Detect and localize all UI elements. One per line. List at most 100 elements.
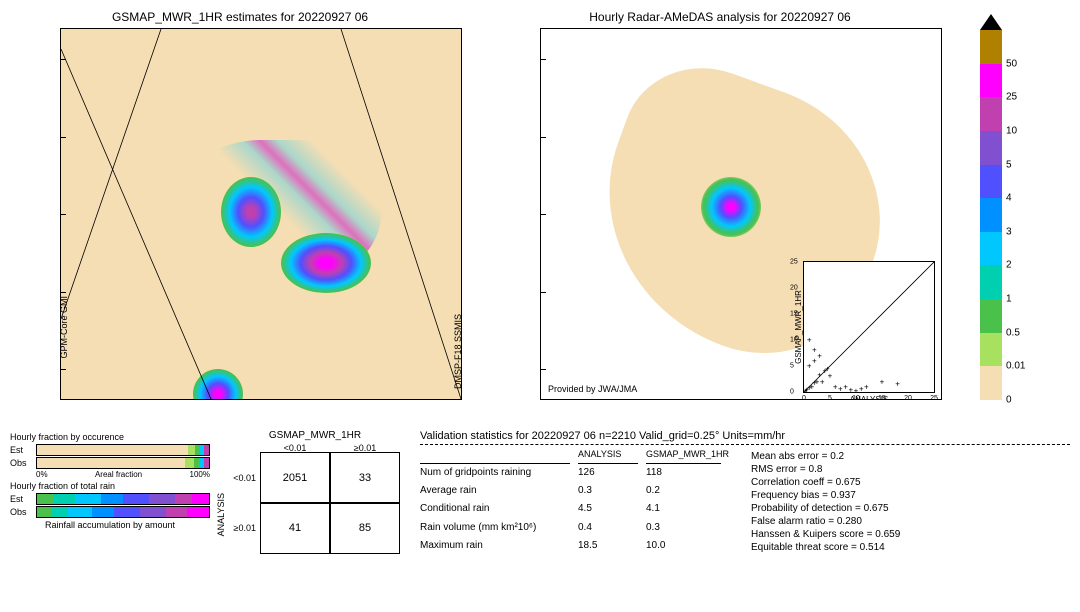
fraction-footer: Rainfall accumulation by amount	[10, 520, 210, 530]
gsmap-panel: GSMAP_MWR_1HR estimates for 20220927 06 …	[10, 10, 470, 420]
contingency-cell: 41	[260, 502, 330, 554]
colorbar-tick: 25	[1006, 92, 1017, 103]
colorbar-segment	[980, 366, 1002, 400]
stats-row-label: Maximum rain	[420, 540, 570, 555]
stats-table: ANALYSIS GSMAP_MWR_1HR Num of gridpoints r…	[420, 449, 721, 555]
fraction-segment	[37, 507, 51, 517]
scatter-xtick: 5	[828, 395, 832, 400]
fraction-segment	[37, 445, 188, 455]
scatter-xtick: 20	[904, 395, 912, 400]
stats-header: GSMAP_MWR_1HR	[646, 449, 721, 464]
stats-value: 126	[578, 467, 638, 482]
scatter-point: +	[880, 377, 885, 386]
scatter-xtick: 0	[802, 395, 806, 400]
fraction-row-label: Est	[10, 445, 36, 455]
stats-score: False alarm ratio = 0.280	[751, 516, 900, 527]
scatter-ytick: 25	[790, 259, 798, 266]
swath-lines	[61, 29, 461, 399]
fraction-segment	[51, 507, 68, 517]
scatter-ytick: 10	[790, 337, 798, 344]
fraction-segment	[204, 445, 209, 455]
colorbar-tick: 4	[1006, 193, 1012, 204]
fraction-segment	[114, 507, 140, 517]
scatter-xtick: 25	[930, 395, 938, 400]
fraction-segment	[204, 458, 209, 468]
contingency-cell: 2051	[260, 452, 330, 504]
colorbar-segment	[980, 64, 1002, 98]
stats-value: 18.5	[578, 540, 638, 555]
scatter-ylabel: GSMAP_MWR_1HR	[794, 290, 803, 364]
colorbar-segment	[980, 165, 1002, 199]
scatter-point: +	[833, 382, 838, 391]
totalrain-bars: EstObs	[10, 493, 210, 518]
scatter-point: +	[864, 382, 869, 391]
stats-scores: Mean abs error = 0.2 RMS error = 0.8 Corre…	[751, 449, 900, 555]
stats-score: Probability of detection = 0.675	[751, 503, 900, 514]
stats-score: Frequency bias = 0.937	[751, 490, 900, 501]
scatter-ytick: 5	[790, 363, 794, 370]
radar-map: Provided by JWA/JMA GSMAP_MWR_1HR ANALYS…	[540, 28, 942, 400]
scatter-point: +	[828, 372, 833, 381]
fraction-segment	[37, 494, 54, 504]
fraction-axis: 0% Areal fraction 100%	[10, 470, 210, 479]
radar-panel: Hourly Radar-AMeDAS analysis for 2022092…	[490, 10, 950, 420]
colorbar-tick: 3	[1006, 226, 1012, 237]
row-header: <0.01	[230, 473, 260, 483]
fraction-segment	[188, 445, 195, 455]
scatter-point: +	[812, 356, 817, 365]
colorbar-tick: 10	[1006, 125, 1017, 136]
fraction-segment	[54, 494, 75, 504]
attribution: Provided by JWA/JMA	[545, 383, 640, 395]
fraction-segment	[37, 458, 185, 468]
colorbar-tick: 2	[1006, 260, 1012, 271]
radar-title: Hourly Radar-AMeDAS analysis for 2022092…	[490, 10, 950, 24]
fraction-segment	[68, 507, 92, 517]
stats-score: Mean abs error = 0.2	[751, 451, 900, 462]
contingency-title: GSMAP_MWR_1HR	[230, 430, 400, 441]
fraction-segment	[92, 507, 114, 517]
scatter-ytick: 20	[790, 285, 798, 292]
scatter-point: +	[859, 385, 864, 394]
bottom-row: Hourly fraction by occurence EstObs 0% A…	[10, 430, 1070, 555]
scatter-point: +	[820, 377, 825, 386]
stats-header: ANALYSIS	[578, 449, 638, 464]
scatter-xtick: 15	[878, 395, 886, 400]
row-header: ≥0.01	[230, 523, 260, 533]
contingency-cell: 33	[330, 452, 400, 504]
colorbar-segment	[980, 232, 1002, 266]
fraction-row-label: Obs	[10, 458, 36, 468]
colorbar-segment	[980, 299, 1002, 333]
fraction-row-label: Obs	[10, 507, 36, 517]
stats-value: 0.4	[578, 522, 638, 537]
stats-score: Equitable threat score = 0.514	[751, 542, 900, 553]
stats-row-label: Num of gridpoints raining	[420, 467, 570, 482]
rain-region	[701, 177, 761, 237]
stats-value: 4.5	[578, 503, 638, 518]
fraction-segment	[175, 494, 192, 504]
fraction-segment	[149, 494, 175, 504]
scatter-xtick: 10	[852, 395, 860, 400]
stats-score: Hanssen & Kuipers score = 0.659	[751, 529, 900, 540]
fraction-segment	[192, 494, 209, 504]
colorbar-segment	[980, 198, 1002, 232]
scatter-ytick: 15	[790, 311, 798, 318]
fraction-bar	[36, 444, 210, 456]
stats-value: 4.1	[646, 503, 721, 518]
stats-title: Validation statistics for 20220927 06 n=…	[420, 430, 1070, 445]
stats-row-label: Average rain	[420, 485, 570, 500]
stats-row-label: Rain volume (mm km²10⁶)	[420, 522, 570, 537]
fraction-title-2: Hourly fraction of total rain	[10, 481, 210, 491]
stats-value: 0.2	[646, 485, 721, 500]
stats-value: 0.3	[578, 485, 638, 500]
fraction-segment	[101, 494, 123, 504]
fraction-segment	[185, 458, 194, 468]
stats-score: Correlation coeff = 0.675	[751, 477, 900, 488]
fraction-bar	[36, 506, 210, 518]
fraction-segment	[187, 507, 209, 517]
stats-score: RMS error = 0.8	[751, 464, 900, 475]
colorbar: 00.010.512345102550	[980, 30, 1002, 400]
scatter-point: +	[807, 362, 812, 371]
fraction-title-1: Hourly fraction by occurence	[10, 432, 210, 442]
contingency-ylabel: ANALYSIS	[216, 493, 226, 536]
scatter-inset: GSMAP_MWR_1HR ANALYSIS +++++++++++++++++…	[803, 261, 935, 393]
